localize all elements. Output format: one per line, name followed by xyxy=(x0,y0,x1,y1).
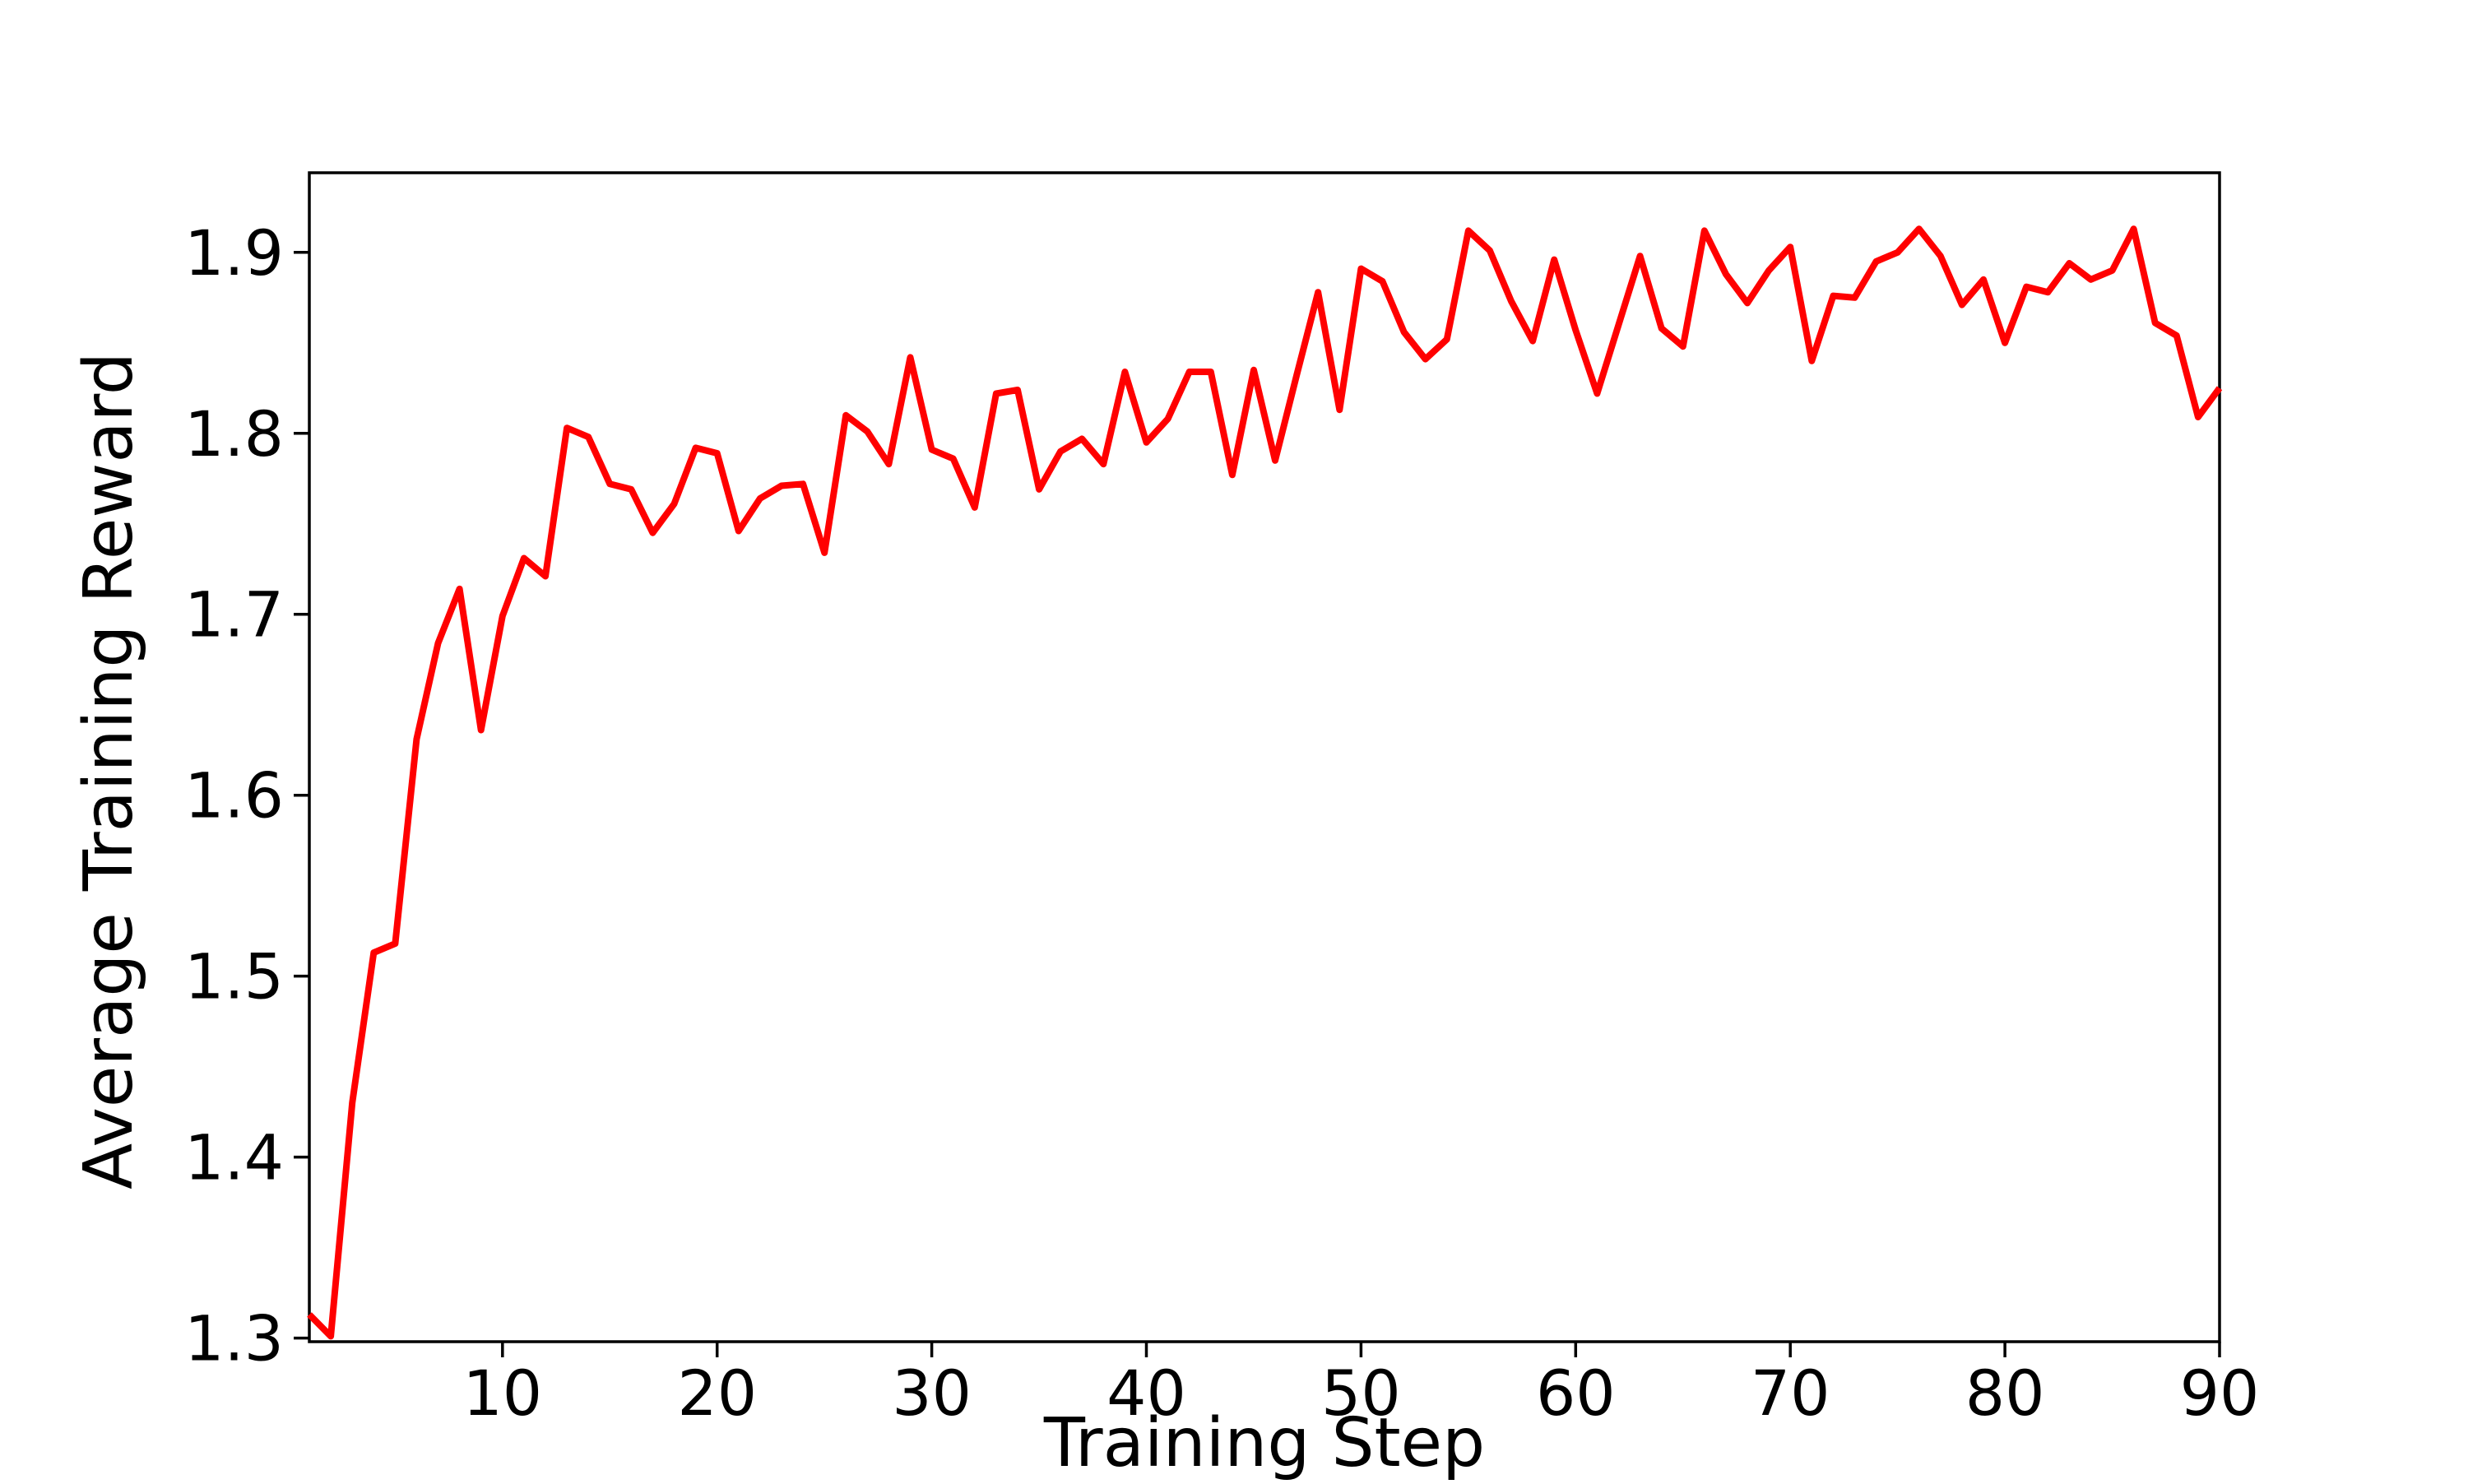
y-tick-label: 1.4 xyxy=(184,1121,284,1194)
y-tick-label: 1.3 xyxy=(184,1302,284,1375)
y-tick-label: 1.8 xyxy=(184,397,284,471)
y-tick-label: 1.5 xyxy=(184,940,284,1013)
x-tick-label: 90 xyxy=(2180,1356,2260,1430)
y-tick-label: 1.6 xyxy=(184,759,284,832)
x-tick-label: 60 xyxy=(1536,1356,1616,1430)
reward-line xyxy=(307,225,2223,1340)
y-tick-label: 1.7 xyxy=(184,578,284,652)
x-tick-label: 30 xyxy=(892,1356,972,1430)
x-tick-label: 40 xyxy=(1106,1356,1186,1430)
x-axis-title: Training Step xyxy=(1043,1404,1485,1481)
x-tick-label: 70 xyxy=(1751,1356,1830,1430)
y-tick-label: 1.9 xyxy=(184,216,284,290)
x-tick-label: 10 xyxy=(462,1356,542,1430)
x-tick-label: 50 xyxy=(1321,1356,1401,1430)
x-tick-label: 80 xyxy=(1965,1356,2045,1430)
x-axis-ticks: 10 20 30 40 50 60 70 80 90 xyxy=(462,1342,2259,1430)
plot-border xyxy=(308,171,2221,1343)
x-tick-label: 20 xyxy=(677,1356,757,1430)
y-axis-title: Average Training Reward xyxy=(70,352,148,1190)
y-axis-ticks: 1.3 1.4 1.5 1.6 1.7 1.8 1.9 xyxy=(184,216,309,1375)
